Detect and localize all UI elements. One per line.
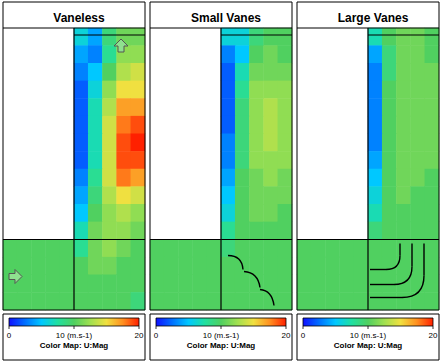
svg-text:0: 0 [301, 331, 306, 340]
svg-text:Color Map: U:Mag: Color Map: U:Mag [334, 341, 403, 350]
svg-text:Color Map: U:Mag: Color Map: U:Mag [40, 341, 109, 350]
svg-text:Small Vanes: Small Vanes [191, 11, 261, 25]
svg-text:20: 20 [135, 331, 144, 340]
svg-text:20: 20 [429, 331, 438, 340]
svg-text:10 (m.s-1): 10 (m.s-1) [56, 331, 93, 340]
svg-text:10 (m.s-1): 10 (m.s-1) [350, 331, 387, 340]
svg-text:Vaneless: Vaneless [53, 11, 105, 25]
svg-text:0: 0 [154, 331, 159, 340]
svg-text:20: 20 [282, 331, 291, 340]
svg-text:Large Vanes: Large Vanes [338, 11, 409, 25]
svg-text:0: 0 [7, 331, 12, 340]
svg-text:Color Map: U:Mag: Color Map: U:Mag [187, 341, 256, 350]
svg-text:10 (m.s-1): 10 (m.s-1) [203, 331, 240, 340]
